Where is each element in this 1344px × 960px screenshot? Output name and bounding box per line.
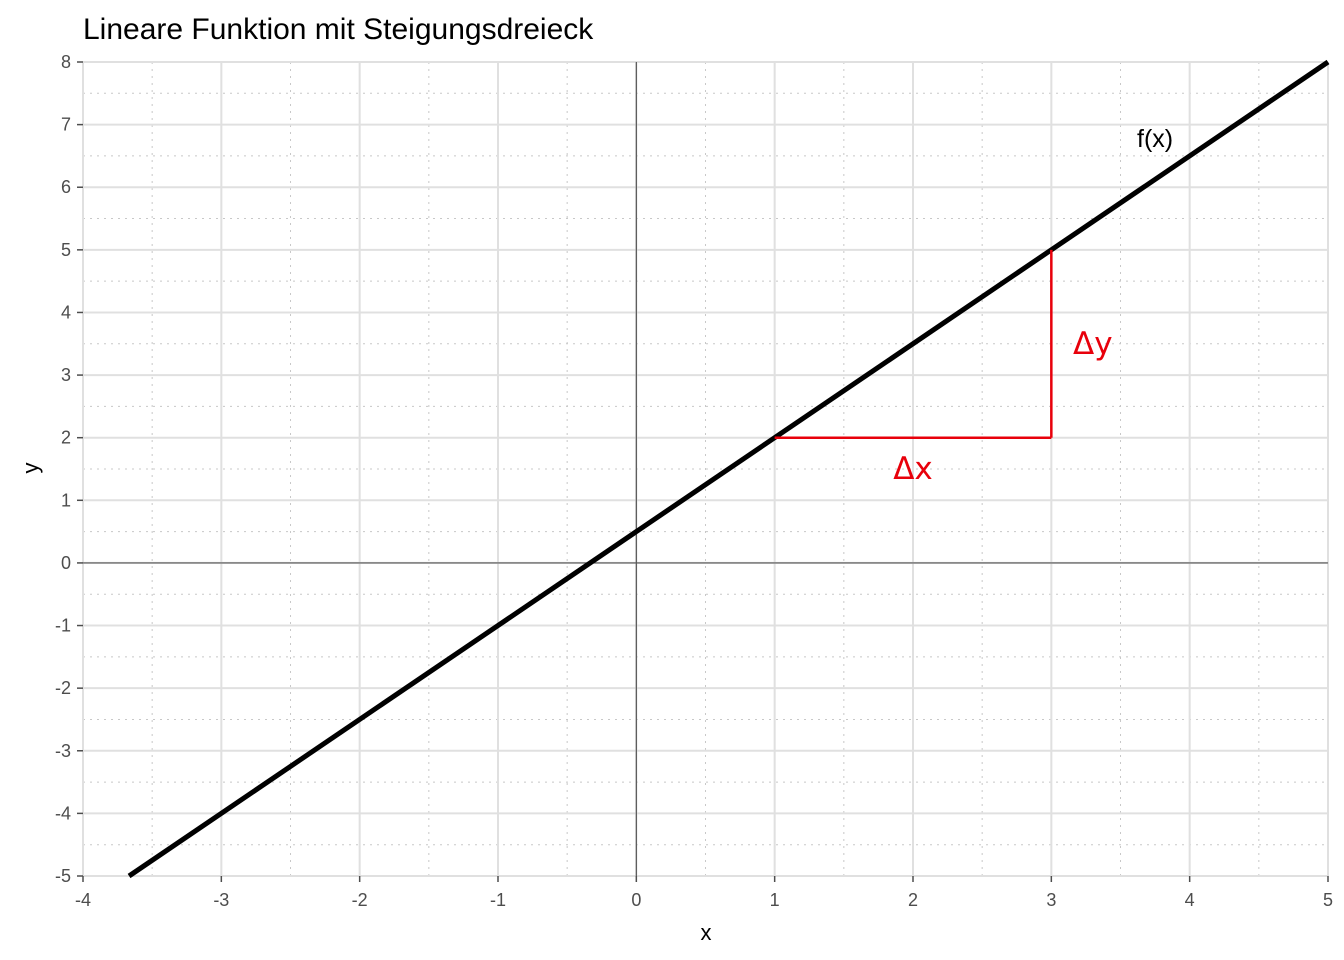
delta-y-label: Δy <box>1073 326 1113 362</box>
y-tick-label: 0 <box>61 553 71 573</box>
y-tick-label: 1 <box>61 490 71 510</box>
y-axis-title: y <box>18 463 43 474</box>
minor-gridlines <box>83 62 1328 876</box>
y-tick-label: -3 <box>55 741 71 761</box>
series-layer <box>127 59 1330 879</box>
annotations-layer: f(x) Δx Δy <box>893 125 1173 487</box>
x-tick-label: 5 <box>1323 890 1333 910</box>
y-tick-label: 3 <box>61 365 71 385</box>
y-tick-label: 8 <box>61 52 71 72</box>
delta-x-label: Δx <box>893 451 933 487</box>
x-tick-label: -2 <box>352 890 368 910</box>
y-tick-label: -2 <box>55 678 71 698</box>
x-axis-title: x <box>701 920 712 945</box>
y-tick-label: 7 <box>61 115 71 135</box>
y-tick-label: 5 <box>61 240 71 260</box>
y-tick-label: 2 <box>61 428 71 448</box>
x-tick-label: 3 <box>1046 890 1056 910</box>
y-tick-label: 4 <box>61 302 71 322</box>
zero-axis-lines <box>83 62 1328 876</box>
x-tick-label: 0 <box>631 890 641 910</box>
x-tick-label: 2 <box>908 890 918 910</box>
function-label: f(x) <box>1137 125 1173 153</box>
x-tick-label: -4 <box>75 890 91 910</box>
x-tick-label: -3 <box>213 890 229 910</box>
series-line-fx <box>127 59 1330 879</box>
y-tick-label: -1 <box>55 616 71 636</box>
y-tick-label: 6 <box>61 177 71 197</box>
y-tick-label: -4 <box>55 803 71 823</box>
chart-title: Lineare Funktion mit Steigungsdreieck <box>83 13 594 46</box>
x-tick-label: 1 <box>770 890 780 910</box>
x-tick-label: 4 <box>1185 890 1195 910</box>
x-tick-label: -1 <box>490 890 506 910</box>
y-tick-label: -5 <box>55 866 71 886</box>
slope-triangle <box>774 249 1053 439</box>
